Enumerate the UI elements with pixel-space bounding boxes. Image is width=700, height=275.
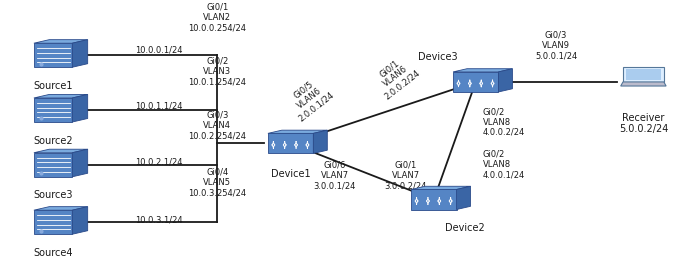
Text: Source2: Source2 — [34, 136, 73, 146]
Polygon shape — [72, 40, 88, 67]
Text: 10.0.1.1/24: 10.0.1.1/24 — [135, 101, 182, 111]
Polygon shape — [411, 189, 456, 210]
Text: Gi0/3
VLAN9
5.0.0.1/24: Gi0/3 VLAN9 5.0.0.1/24 — [535, 31, 577, 61]
Text: Gi0/6
VLAN7
3.0.0.1/24: Gi0/6 VLAN7 3.0.0.1/24 — [314, 161, 356, 190]
Text: Gi0/2
VLAN8
4.0.0.2/24: Gi0/2 VLAN8 4.0.0.2/24 — [483, 107, 525, 137]
Polygon shape — [72, 94, 88, 122]
Polygon shape — [34, 149, 88, 153]
Text: Gi0/2
VLAN8
4.0.0.1/24: Gi0/2 VLAN8 4.0.0.1/24 — [483, 150, 525, 180]
Text: Gi0/5
VLAN6
2.0.0.1/24: Gi0/5 VLAN6 2.0.0.1/24 — [284, 73, 335, 123]
Polygon shape — [268, 133, 314, 153]
Polygon shape — [34, 210, 72, 234]
Polygon shape — [72, 149, 88, 177]
Text: Gi0/1
VLAN2
10.0.0.254/24: Gi0/1 VLAN2 10.0.0.254/24 — [188, 3, 246, 33]
Polygon shape — [498, 69, 512, 92]
Polygon shape — [34, 153, 72, 177]
Text: 10.0.2.1/24: 10.0.2.1/24 — [135, 157, 182, 166]
Polygon shape — [314, 130, 328, 153]
Polygon shape — [456, 186, 470, 210]
Polygon shape — [34, 43, 72, 67]
Polygon shape — [453, 69, 512, 72]
Text: Source3: Source3 — [34, 191, 73, 200]
Polygon shape — [72, 207, 88, 234]
Text: Device1: Device1 — [271, 169, 310, 179]
Text: 10.0.3.1/24: 10.0.3.1/24 — [135, 215, 183, 224]
Polygon shape — [626, 68, 661, 80]
Polygon shape — [411, 186, 470, 189]
Text: Device3: Device3 — [417, 51, 457, 62]
Polygon shape — [621, 82, 666, 86]
Polygon shape — [453, 72, 498, 92]
Polygon shape — [34, 98, 72, 122]
Text: Device2: Device2 — [445, 222, 485, 233]
Text: Receiver
5.0.0.2/24: Receiver 5.0.0.2/24 — [619, 112, 668, 134]
Text: Gi0/2
VLAN3
10.0.1.254/24: Gi0/2 VLAN3 10.0.1.254/24 — [188, 56, 246, 86]
Text: 10.0.0.1/24: 10.0.0.1/24 — [135, 45, 182, 54]
Text: Source1: Source1 — [34, 81, 73, 91]
Polygon shape — [34, 207, 88, 210]
Polygon shape — [34, 40, 88, 43]
Text: Gi0/1
VLAN7
3.0.0.2/24: Gi0/1 VLAN7 3.0.0.2/24 — [385, 161, 427, 190]
Polygon shape — [268, 130, 328, 133]
Polygon shape — [34, 94, 88, 98]
Text: Source4: Source4 — [34, 248, 73, 258]
Text: Gi0/3
VLAN4
10.0.2.254/24: Gi0/3 VLAN4 10.0.2.254/24 — [188, 111, 246, 141]
Polygon shape — [623, 67, 664, 82]
Text: Gi0/1
VLAN6
2.0.0.2/24: Gi0/1 VLAN6 2.0.0.2/24 — [370, 52, 421, 101]
Text: Gi0/4
VLAN5
10.0.3.254/24: Gi0/4 VLAN5 10.0.3.254/24 — [188, 167, 246, 197]
